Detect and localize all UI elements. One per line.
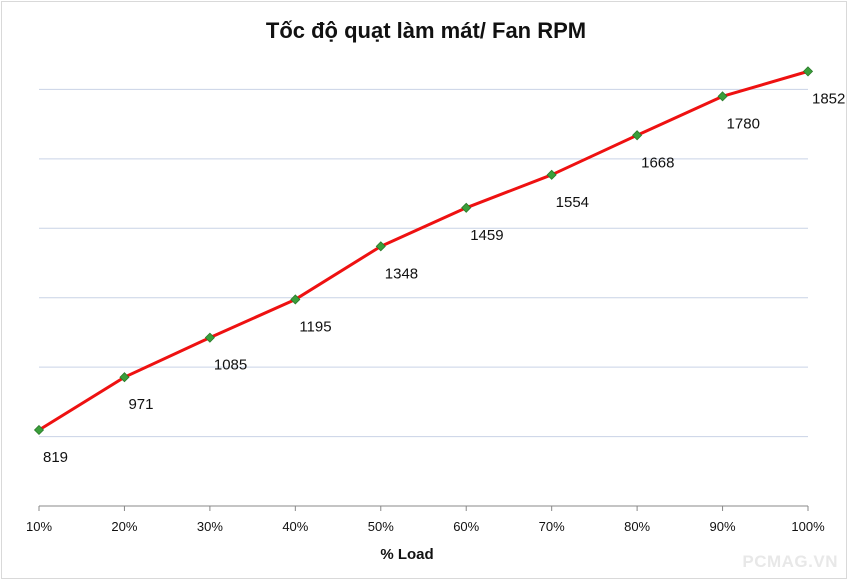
data-point-marker bbox=[119, 372, 130, 383]
data-label: 1348 bbox=[385, 265, 418, 282]
x-tick-label: 50% bbox=[368, 519, 394, 534]
data-labels: 819 971 1085 1195 1348 1459 1554 1668 1780 1852 bbox=[43, 90, 845, 466]
gridlines bbox=[39, 88, 808, 438]
data-point-marker bbox=[33, 424, 45, 436]
data-point-marker bbox=[461, 202, 472, 213]
data-label: 1852 bbox=[812, 90, 845, 107]
data-label: 1780 bbox=[727, 115, 760, 132]
data-point-marker bbox=[375, 241, 386, 252]
x-tick-label: 10% bbox=[26, 519, 52, 534]
data-label: 1459 bbox=[470, 227, 503, 244]
data-label: 971 bbox=[128, 396, 153, 413]
series-line bbox=[38, 69, 809, 432]
x-tick-label: 30% bbox=[197, 519, 223, 534]
data-label: 1668 bbox=[641, 154, 674, 171]
x-tick-label: 80% bbox=[624, 519, 650, 534]
data-label: 1085 bbox=[214, 357, 247, 374]
data-label: 1195 bbox=[299, 318, 331, 335]
watermark: PCMAG.VN bbox=[742, 552, 838, 571]
data-point-marker bbox=[802, 66, 814, 77]
data-label: 1554 bbox=[556, 194, 589, 211]
series-rpm bbox=[33, 66, 814, 436]
data-label: 819 bbox=[43, 449, 68, 466]
x-tick-label: 60% bbox=[453, 519, 479, 534]
data-point-marker bbox=[204, 332, 215, 343]
x-tick-label: 70% bbox=[539, 519, 565, 534]
x-tick-label: 100% bbox=[791, 519, 825, 534]
data-point-marker bbox=[717, 91, 728, 102]
data-point-marker bbox=[632, 130, 643, 141]
x-axis: 10% 20% 30% 40% 50% 60% 70% 80% 90% 100% bbox=[26, 505, 825, 534]
x-tick-label: 20% bbox=[111, 519, 137, 534]
chart-title: Tốc độ quạt làm mát/ Fan RPM bbox=[265, 18, 587, 43]
x-axis-title: % Load bbox=[380, 546, 433, 563]
x-tick-label: 40% bbox=[282, 519, 308, 534]
data-point-marker bbox=[546, 169, 557, 180]
x-tick-label: 90% bbox=[710, 519, 736, 534]
data-point-marker bbox=[290, 294, 301, 305]
